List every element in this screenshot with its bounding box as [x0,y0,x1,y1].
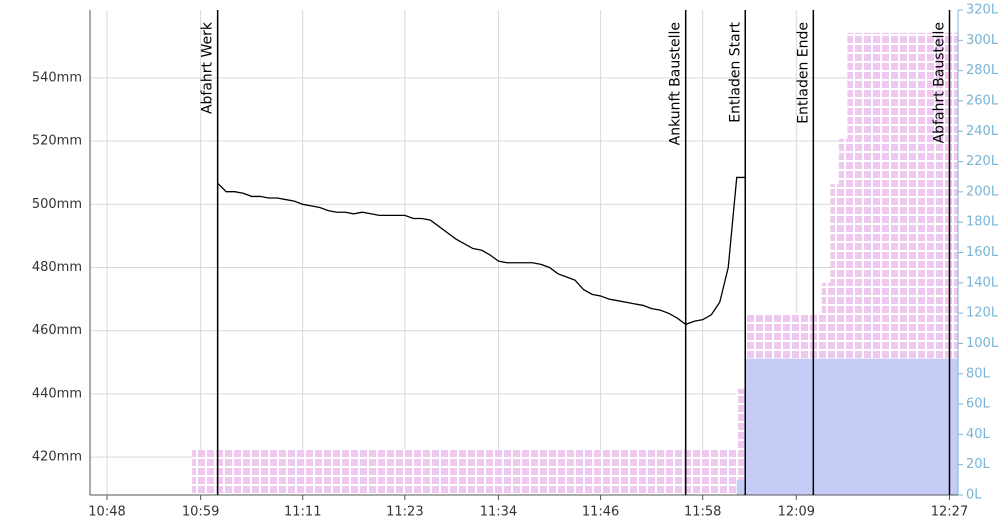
y-tick-label: 480mm [32,260,82,275]
y2-tick-label: 0L [966,488,982,503]
event-label: Abfahrt Werk [200,21,216,114]
event-label: Abfahrt Baustelle [931,22,947,143]
x-tick-label: 11:46 [582,505,619,520]
y2-tick-label: 200L [966,184,999,199]
y2-tick-label: 60L [966,397,991,412]
y2-tick-label: 180L [966,215,999,230]
y-tick-label: 500mm [32,197,82,212]
y2-tick-label: 20L [966,457,991,472]
y2-tick-label: 300L [966,33,999,48]
y-tick-label: 420mm [32,450,82,465]
x-tick-label: 12:27 [931,505,968,520]
y-tick-label: 460mm [32,323,82,338]
event-label: Entladen Start [727,21,743,122]
y2-tick-label: 260L [966,93,999,108]
y2-tick-label: 120L [966,306,999,321]
y2-tick-label: 160L [966,245,999,260]
y2-tick-label: 280L [966,63,999,78]
y-tick-label: 540mm [32,70,82,85]
volume-area [736,358,958,495]
y-tick-label: 520mm [32,134,82,149]
y2-tick-label: 40L [966,427,991,442]
x-tick-label: 11:34 [480,505,517,520]
event-label: Ankunft Baustelle [668,22,684,145]
x-tick-label: 11:58 [684,505,721,520]
y2-tick-label: 140L [966,275,999,290]
y2-tick-label: 320L [966,3,999,18]
y2-tick-label: 240L [966,124,999,139]
y2-tick-label: 100L [966,336,999,351]
x-tick-label: 11:23 [386,505,423,520]
slump-line [217,176,746,326]
y2-tick-label: 220L [966,154,999,169]
x-tick-label: 12:09 [778,505,815,520]
event-label: Entladen Ende [795,22,811,124]
x-tick-label: 11:11 [284,505,321,520]
x-tick-label: 10:59 [182,505,219,520]
x-tick-label: 10:48 [88,505,125,520]
y-tick-label: 440mm [32,386,82,401]
y2-tick-label: 80L [966,366,991,381]
